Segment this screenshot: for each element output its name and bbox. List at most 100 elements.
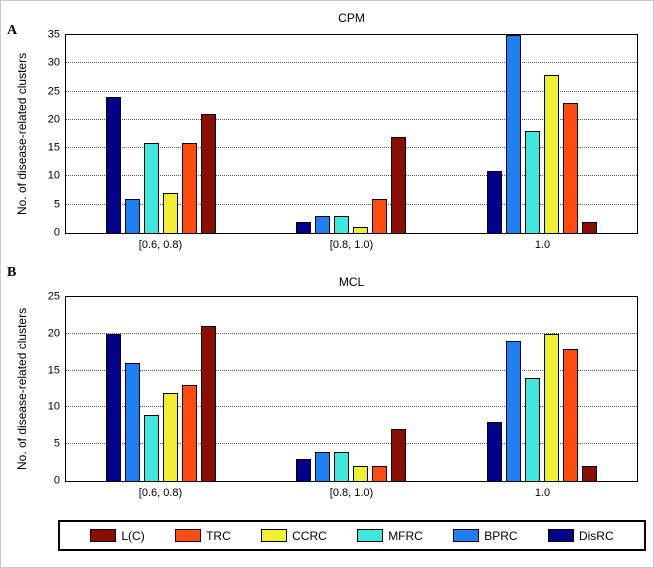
legend-item-CCRC: CCRC: [261, 529, 327, 543]
bar-BPRC: [315, 216, 331, 233]
bar-DisRC: [106, 333, 122, 481]
y-tick-label: 10: [47, 400, 60, 413]
chart-a-title: CPM: [338, 11, 365, 25]
bar-DisRC: [486, 170, 502, 233]
bar-TRC: [562, 102, 578, 233]
legend-label: L(C): [121, 528, 145, 543]
bar-DisRC: [486, 422, 502, 481]
y-tick-label: 30: [47, 56, 60, 69]
y-tick-label: 25: [47, 290, 60, 303]
legend-swatch: [261, 529, 288, 542]
bar-L(C): [201, 326, 217, 481]
y-tick-label: 10: [47, 169, 60, 182]
legend-swatch: [547, 529, 574, 542]
bar-MFRC: [334, 216, 350, 233]
x-tick-label: 1.0: [534, 239, 551, 251]
x-tick-label: 1.0: [534, 487, 551, 499]
bar-MFRC: [144, 142, 160, 233]
legend: L(C) TRC CCRC MFRC BPRC DisRC: [58, 520, 646, 551]
bar-MFRC: [334, 451, 350, 481]
bar-TRC: [562, 348, 578, 481]
legend-swatch: [453, 529, 480, 542]
y-tick-label: 15: [47, 364, 60, 377]
legend-item-MFRC: MFRC: [357, 529, 423, 543]
legend-item-DisRC: DisRC: [547, 528, 614, 543]
x-tick-label: [0.8, 1.0): [329, 487, 374, 499]
x-tick-label: [0.6, 0.8): [138, 487, 183, 499]
panel-b-label: B: [7, 265, 17, 280]
bar-CCRC: [353, 227, 369, 233]
bar-BPRC: [125, 363, 141, 481]
y-tick-label: 5: [53, 198, 60, 211]
gridline: [66, 332, 637, 334]
gridline: [66, 90, 637, 92]
bar-MFRC: [524, 377, 540, 481]
bar-L(C): [391, 429, 407, 481]
chart-b-plot-area: 0 5 10 15 20 25: [48, 291, 638, 486]
bar-TRC: [182, 385, 198, 481]
chart-a-plot-area: 0 5 10 15 20 25 30 35: [48, 29, 638, 238]
legend-label: MFRC: [388, 528, 423, 543]
bar-CCRC: [543, 333, 559, 481]
bar-CCRC: [353, 466, 369, 481]
x-tick-label: [0.6, 0.8): [138, 239, 183, 251]
gridline: [66, 369, 637, 371]
bar-BPRC: [505, 341, 521, 481]
legend-swatch: [90, 529, 117, 542]
bar-DisRC: [296, 221, 312, 233]
bar-group: [66, 297, 256, 481]
bar-CCRC: [543, 74, 559, 233]
bar-TRC: [182, 142, 198, 233]
bar-group: [256, 297, 446, 481]
y-tick-label: 35: [47, 28, 60, 41]
bar-group: [256, 35, 446, 233]
bar-CCRC: [163, 392, 179, 481]
bar-L(C): [581, 221, 597, 233]
bar-MFRC: [144, 414, 160, 481]
gridline: [66, 203, 637, 205]
bar-DisRC: [296, 458, 312, 481]
legend-label: DisRC: [578, 528, 614, 543]
bar-L(C): [581, 466, 597, 481]
gridline: [66, 406, 637, 408]
chart-a-y-axis-label: No. of disease-related clusters: [15, 52, 29, 216]
y-tick-label: 15: [47, 141, 60, 154]
bar-group: [447, 35, 637, 233]
bar-DisRC: [106, 97, 122, 233]
bar-L(C): [201, 114, 217, 233]
gridline: [66, 175, 637, 177]
bar-L(C): [391, 136, 407, 233]
legend-item-TRC: TRC: [175, 529, 231, 543]
gridline: [66, 62, 637, 64]
bar-TRC: [372, 199, 388, 233]
legend-label: BPRC: [484, 528, 518, 543]
bar-groups: [66, 35, 637, 233]
y-tick-label: 25: [47, 85, 60, 98]
y-tick-label: 0: [53, 474, 60, 487]
x-tick-label: [0.8, 1.0): [329, 239, 374, 251]
bar-group: [66, 35, 256, 233]
bar-CCRC: [163, 193, 179, 233]
panel-a-label: A: [7, 23, 18, 38]
bar-MFRC: [524, 131, 540, 233]
gridline: [66, 147, 637, 149]
y-tick-label: 20: [47, 113, 60, 126]
y-tick-label: 20: [47, 327, 60, 340]
legend-item-BPRC: BPRC: [453, 528, 518, 543]
bar-group: [447, 297, 637, 481]
y-tick-label: 5: [53, 437, 60, 450]
bar-BPRC: [125, 199, 141, 233]
bar-BPRC: [315, 451, 331, 481]
legend-label: TRC: [206, 528, 231, 543]
chart-b-title: MCL: [338, 275, 365, 289]
gridline: [66, 118, 637, 120]
legend-label: CCRC: [292, 528, 327, 543]
gridline: [66, 443, 637, 445]
chart-a-x-axis: [0.6, 0.8) [0.8, 1.0) 1.0: [65, 239, 638, 251]
chart-b-x-axis: [0.6, 0.8) [0.8, 1.0) 1.0: [65, 487, 638, 499]
y-tick-label: 0: [53, 226, 60, 239]
bar-BPRC: [505, 35, 521, 233]
bar-groups: [66, 297, 637, 481]
legend-swatch: [357, 529, 384, 542]
